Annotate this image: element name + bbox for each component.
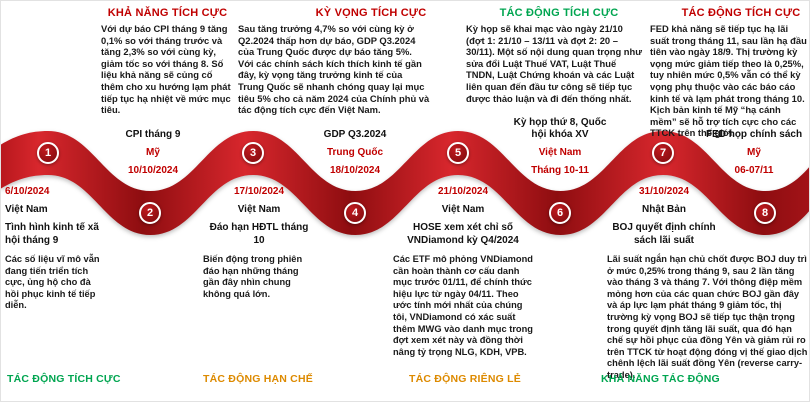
node-8-number: 8 [761,207,769,219]
event7-block: 31/10/2024 Nhật Bản BOJ quyết định chính… [607,185,809,382]
event8-summary: FED khả năng sẽ tiếp tục hạ lãi suất tro… [650,23,807,139]
top-tag-event2: KHẢ NĂNG TÍCH CỰC [107,7,228,19]
timeline-node-2: 2 [139,202,161,224]
timeline-node-3: 3 [242,142,264,164]
node-5-number: 5 [454,147,462,159]
timeline-node-4: 4 [344,202,366,224]
event6-title: Kỳ họp thứ 8, Quốc hội khóa XV [512,117,608,141]
event5-body: Các ETF mô phỏng VNDiamond cần hoàn thàn… [393,254,533,357]
event2-location: Mỹ [146,147,160,158]
event3-title: Đáo hạn HĐTL tháng 10 [209,222,309,246]
top-tag-event6: TÁC ĐỘNG TÍCH CỰC [499,7,619,19]
timeline-node-7: 7 [652,142,674,164]
event1-body: Các số liệu vĩ mô vẫn đang tiến triển tí… [5,254,100,311]
event5-location: Việt Nam [441,204,485,215]
event7-title: BOJ quyết định chính sách lãi suất [612,222,716,246]
event1-block: 6/10/2024 Việt Nam Tình hình kinh tế xã … [5,185,101,312]
bottom-tag-event3: TÁC ĐỘNG HẠN CHẾ [203,373,313,385]
event4-summary: Sau tăng trưởng 4,7% so với cùng kỳ ở Q2… [238,23,430,116]
event4-title: GDP Q3.2024 [323,129,387,140]
event1-date: 6/10/2024 [5,186,50,197]
event8-date: 06-07/11 [734,165,774,176]
event5-block: 21/10/2024 Việt Nam HOSE xem xét chỉ số … [393,185,533,358]
event8-title: FED họp chính sách [705,129,803,140]
event6-summary: Kỳ họp sẽ khai mạc vào ngày 21/10 (đợt 1… [466,23,643,104]
event4-date: 18/10/2024 [329,165,381,176]
event2-summary: Với dự báo CPI tháng 9 tăng 0,1% so với … [101,23,231,116]
event2-wave-label: CPI tháng 9 Mỹ 10/10/2024 [93,109,213,177]
bottom-tag-event5: TÁC ĐỘNG RIÊNG LẺ [409,373,521,385]
top-tag-event4: KỲ VỌNG TÍCH CỰC [315,7,427,19]
event6-wave-label: Kỳ họp thứ 8, Quốc hội khóa XV Việt Nam … [500,103,620,177]
node-2-number: 2 [146,207,154,219]
event1-title: Tình hình kinh tế xã hội tháng 9 [5,222,99,246]
timeline-node-5: 5 [447,142,469,164]
event4-wave-label: GDP Q3.2024 Trung Quốc 18/10/2024 [295,109,415,177]
bottom-tag-event7: KHẢ NĂNG TÁC ĐỘNG [601,373,720,385]
wave-path [1,131,809,235]
event4-location: Trung Quốc [326,147,384,158]
event5-date: 21/10/2024 [437,186,489,197]
top-tag-event8: TÁC ĐỘNG TÍCH CỰC [681,7,801,19]
event1-location: Việt Nam [5,204,48,215]
event3-location: Việt Nam [237,204,281,215]
event2-title: CPI tháng 9 [125,129,181,140]
event2-date: 10/10/2024 [127,165,179,176]
bottom-tag-event1: TÁC ĐỘNG TÍCH CỰC [7,373,121,385]
event3-block: 17/10/2024 Việt Nam Đáo hạn HĐTL tháng 1… [203,185,315,300]
event7-body: Lãi suất ngắn hạn chủ chốt được BOJ duy … [607,254,808,380]
node-1-number: 1 [44,147,52,159]
event8-location: Mỹ [747,147,761,158]
node-4-number: 4 [351,207,359,219]
event3-body: Biến động trong phiên đáo hạn những thán… [203,254,303,299]
node-7-number: 7 [659,147,667,159]
event8-wave-label: FED họp chính sách Mỹ 06-07/11 [699,109,809,177]
event6-location: Việt Nam [538,147,582,158]
event5-title: HOSE xem xét chỉ số VNDiamond kỳ Q4/2024 [407,222,519,246]
event7-date: 31/10/2024 [638,186,690,197]
timeline-node-1: 1 [37,142,59,164]
event3-date: 17/10/2024 [233,186,285,197]
node-3-number: 3 [249,147,257,159]
event6-title-text: Kỳ họp thứ 8, Quốc hội khóa XV [513,117,607,140]
event6-date: Tháng 10-11 [531,165,589,176]
node-6-number: 6 [556,207,564,219]
timeline-node-6: 6 [549,202,571,224]
timeline-node-8: 8 [754,202,776,224]
event7-location: Nhật Bản [642,204,686,215]
